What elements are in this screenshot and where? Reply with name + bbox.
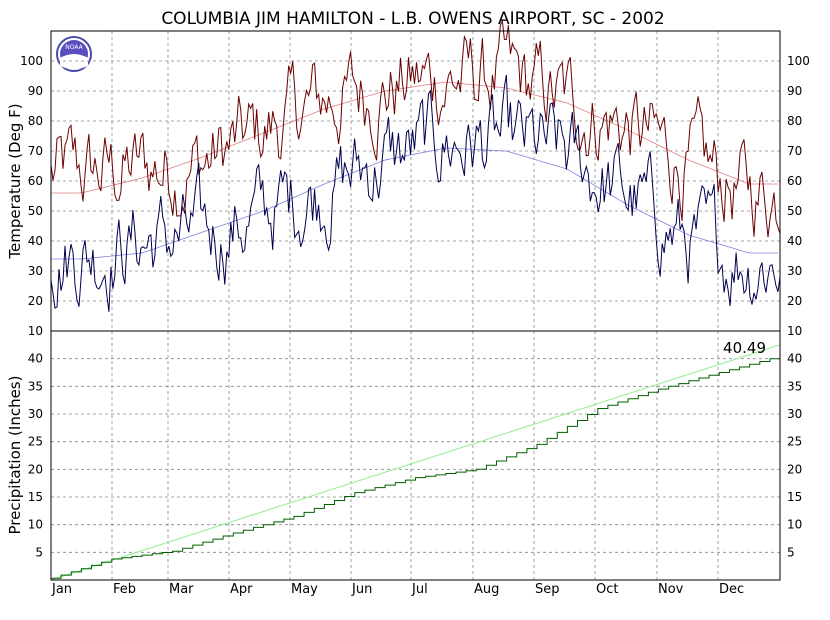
temp-tick-left: 10: [28, 324, 43, 338]
temperature-panel: 10 10 20 20 30 30 40 40 50 50 60 60 70 70 80 80 90 90 100 1…: [20, 19, 810, 580]
precip-tick-right: 25: [787, 435, 802, 449]
precipitation-axis-label: Precipitation (Inches): [6, 376, 24, 535]
month-label: Jun: [351, 582, 372, 597]
precipitation-panel: 5 5 10 10 15 15 20 20 25 25 30 30 35 35 40 40: [28, 330, 802, 581]
normal-precip-line: [50, 344, 781, 581]
precip-tick-right: 5: [787, 545, 795, 559]
logo-text: NOAA: [65, 44, 83, 51]
month-label: Feb: [113, 582, 136, 597]
month-label: Jul: [411, 582, 428, 597]
temp-tick-right: 40: [787, 234, 802, 248]
precip-tick-left: 20: [28, 462, 43, 476]
normal-high-line: [51, 81, 778, 194]
chart-title: COLUMBIA JIM HAMILTON - L.B. OWENS AIRPO…: [161, 9, 664, 29]
temp-tick-right: 90: [787, 84, 802, 98]
precipitation-total-annotation: 40.49: [723, 339, 766, 357]
precip-tick-left: 10: [28, 518, 43, 532]
month-label: Apr: [230, 582, 253, 597]
precip-tick-right: 15: [787, 490, 802, 504]
precipitation-frame: [50, 330, 781, 581]
temp-tick-left: 80: [28, 114, 43, 128]
temp-tick-left: 40: [28, 234, 43, 248]
precip-tick-right: 20: [787, 462, 802, 476]
month-label: Mar: [169, 582, 194, 597]
temp-tick-left: 100: [20, 54, 43, 68]
month-label: Aug: [474, 582, 499, 597]
temp-tick-left: 20: [28, 294, 43, 308]
temp-tick-right: 80: [787, 114, 802, 128]
precip-tick-right: 40: [787, 352, 802, 366]
temp-tick-right: 30: [787, 264, 802, 278]
temp-tick-left: 60: [28, 174, 43, 188]
temp-tick-right: 50: [787, 204, 802, 218]
temperature-axis-label: Temperature (Deg F): [6, 103, 24, 259]
month-label: Oct: [596, 582, 618, 597]
precip-tick-left: 15: [28, 490, 43, 504]
noaa-logo: NOAA: [56, 36, 92, 72]
precip-tick-right: 30: [787, 407, 802, 421]
precip-tick-left: 30: [28, 407, 43, 421]
temp-tick-right: 20: [787, 294, 802, 308]
temp-tick-left: 70: [28, 144, 43, 158]
temp-tick-left: 50: [28, 204, 43, 218]
temp-tick-left: 90: [28, 84, 43, 98]
precip-tick-left: 40: [28, 352, 43, 366]
precip-tick-left: 25: [28, 435, 43, 449]
temp-tick-right: 70: [787, 144, 802, 158]
temp-tick-right: 60: [787, 174, 802, 188]
month-label: Dec: [719, 582, 744, 597]
normal-low-line: [51, 147, 778, 260]
daily-high-line: [50, 19, 781, 238]
precip-tick-right: 35: [787, 379, 802, 393]
month-label: May: [291, 582, 318, 597]
month-axis: Jan Feb Mar Apr May Jun Jul Aug Sep Oct Nov Dec: [51, 582, 744, 597]
daily-low-line: [50, 74, 781, 312]
precip-tick-left: 5: [35, 545, 43, 559]
temp-tick-right: 10: [787, 324, 802, 338]
month-label: Jan: [51, 582, 72, 597]
temp-tick-right: 100: [787, 54, 810, 68]
temp-tick-left: 30: [28, 264, 43, 278]
month-label: Nov: [658, 582, 684, 597]
month-label: Sep: [535, 582, 560, 597]
precip-tick-right: 10: [787, 518, 802, 532]
observed-precip-line: [50, 356, 781, 580]
precip-tick-left: 35: [28, 379, 43, 393]
